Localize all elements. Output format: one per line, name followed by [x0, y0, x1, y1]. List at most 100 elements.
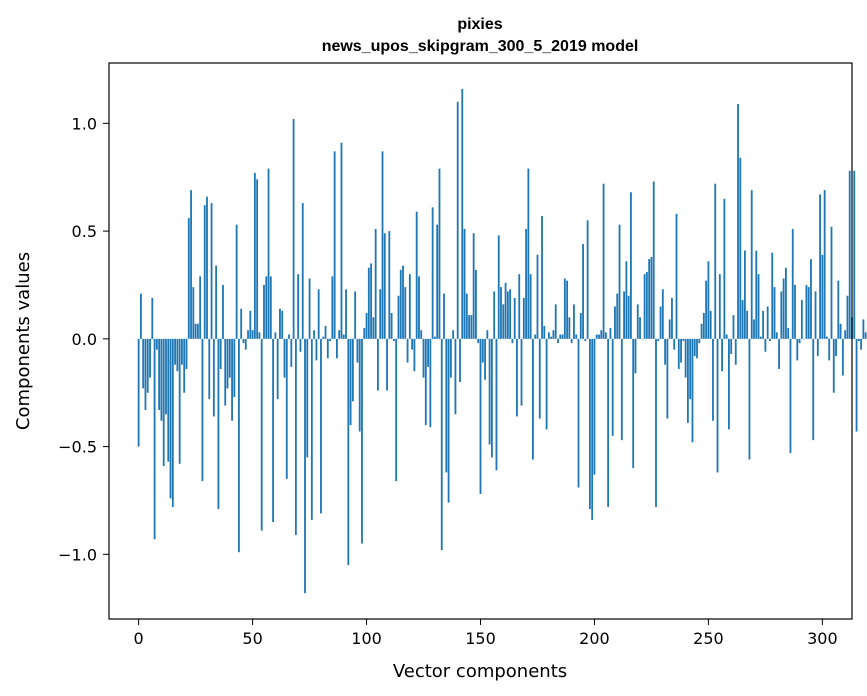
bar: [823, 190, 826, 339]
bar: [550, 336, 553, 339]
bar: [192, 287, 195, 339]
bar: [586, 220, 589, 339]
bar: [775, 332, 778, 339]
bar: [422, 338, 425, 378]
bar: [390, 312, 393, 339]
bar: [769, 338, 771, 341]
bar: [183, 338, 186, 393]
bar: [475, 269, 477, 339]
bar: [413, 338, 416, 372]
bar: [279, 308, 281, 339]
bar: [249, 310, 252, 339]
bar: [219, 338, 222, 370]
bar: [440, 338, 443, 551]
bar: [520, 338, 523, 406]
bar: [800, 300, 803, 339]
bar: [336, 338, 338, 359]
bar: [684, 338, 687, 378]
bar: [267, 168, 270, 339]
bar: [472, 233, 475, 339]
bar: [650, 256, 653, 339]
bar: [477, 338, 480, 344]
y-tick-label: −0.5: [58, 438, 97, 457]
x-tick-label: 100: [351, 629, 382, 648]
bar: [187, 218, 190, 339]
bar: [630, 192, 632, 339]
bar: [532, 338, 534, 460]
bar: [144, 338, 147, 410]
bar: [618, 224, 621, 339]
bar: [577, 338, 580, 488]
bar: [554, 304, 557, 339]
y-axis-label: Components values: [13, 252, 34, 430]
bar: [190, 190, 192, 339]
bar: [151, 297, 154, 339]
bar: [591, 338, 594, 520]
bar: [639, 317, 641, 339]
bar: [509, 289, 512, 339]
x-tick-label: 200: [579, 629, 610, 648]
y-tick-label: −1.0: [58, 545, 97, 564]
bar: [677, 338, 680, 370]
bar: [721, 338, 723, 372]
bar: [372, 317, 375, 339]
x-tick-label: 50: [242, 629, 262, 648]
bar: [203, 205, 206, 339]
bar: [582, 244, 584, 339]
bar: [844, 330, 847, 339]
bar: [351, 338, 354, 402]
x-tick-label: 0: [134, 629, 144, 648]
bar: [315, 338, 318, 361]
bar: [361, 338, 363, 544]
bar: [479, 338, 482, 494]
bar: [787, 328, 790, 339]
bar: [791, 228, 794, 339]
bar: [377, 338, 379, 391]
chart-title: pixies: [457, 16, 502, 33]
chart-subtitle: news_upos_skipgram_300_5_2019 model: [322, 38, 639, 55]
bar: [415, 211, 418, 339]
bar: [732, 315, 735, 339]
bar: [705, 280, 708, 339]
bar: [728, 338, 730, 430]
bar: [805, 284, 808, 339]
bar: [673, 338, 676, 350]
bar: [714, 183, 717, 339]
bar: [525, 228, 527, 339]
bar: [251, 330, 254, 339]
bar: [338, 330, 341, 339]
bar: [228, 338, 231, 378]
bar: [595, 334, 598, 339]
bar: [395, 338, 398, 482]
bar: [819, 194, 821, 339]
bar: [830, 226, 833, 339]
bar: [260, 338, 263, 531]
y-axis-ticks: −1.0 −0.5 0.0 0.5 1.0: [58, 114, 109, 564]
bar: [857, 338, 860, 341]
bar: [310, 338, 313, 520]
bar: [666, 338, 669, 419]
bar: [274, 332, 277, 339]
bar: [317, 289, 320, 339]
bar: [165, 338, 167, 415]
bar: [404, 287, 407, 339]
bar: [764, 338, 767, 352]
bar: [691, 338, 694, 443]
bar: [504, 282, 507, 339]
bar: [365, 312, 368, 339]
bar: [383, 233, 386, 339]
bar: [386, 338, 388, 391]
bar: [789, 338, 792, 454]
bar: [181, 338, 183, 365]
bar: [445, 338, 448, 473]
bar: [821, 254, 824, 339]
bar: [709, 310, 712, 339]
bar: [668, 319, 671, 339]
bar: [686, 338, 689, 423]
bar: [538, 338, 541, 419]
x-axis-label: Vector components: [393, 661, 567, 682]
bar: [222, 284, 224, 339]
bar: [773, 287, 776, 339]
bar: [320, 338, 322, 514]
